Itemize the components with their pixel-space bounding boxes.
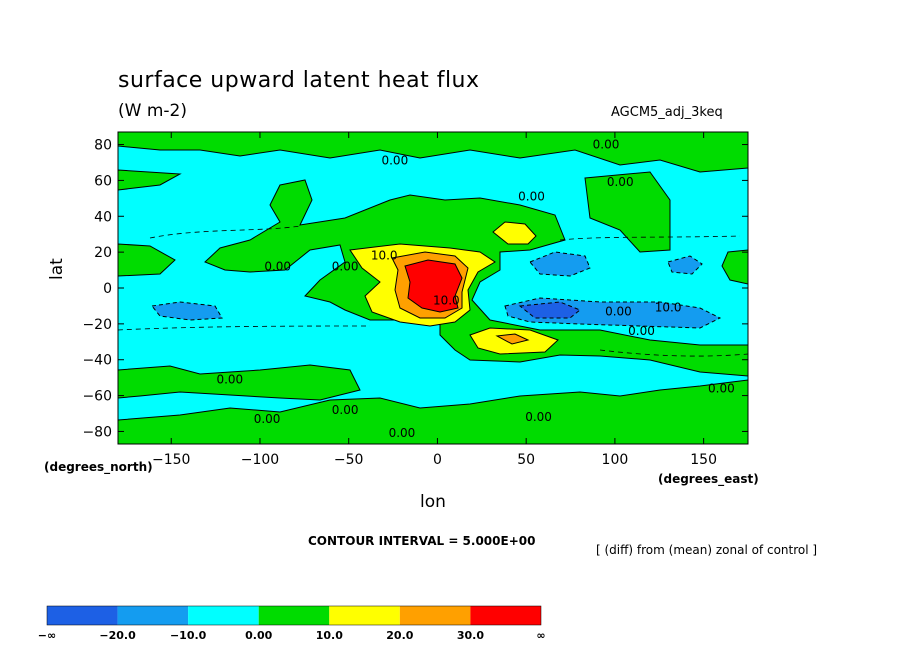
y-tick-label: −20 [82,317,112,333]
colorbar-swatch [470,606,541,625]
y-tick-label: 20 [94,245,112,261]
y-tick-label: 0 [103,281,112,297]
region-blue-east [667,255,703,275]
contour-dashed-south [118,325,371,331]
y-axis-units: (degrees_north) [44,460,153,474]
diff-note: [ (diff) from (mean) zonal of control ] [596,543,818,557]
contour-label: 0.00 [628,324,655,338]
experiment-name: AGCM5_adj_3keq [611,105,723,120]
contour-label: 0.00 [518,190,545,204]
region-green-midlat-band [204,179,748,377]
region-green-south-band [118,379,748,444]
y-tick-label: −40 [82,353,112,369]
contour-dashed-west [149,225,301,239]
colorbar-label: 20.0 [386,629,413,642]
contour-label: 0.00 [216,372,243,386]
x-tick-label: 150 [690,452,717,468]
region-yellow-northeast [492,221,537,245]
contour-label: 0.00 [389,426,416,440]
contour-field [118,132,748,444]
colorbar-swatch [47,606,118,625]
contour-label: 10.0 [655,301,682,315]
contour-label: 0.00 [332,259,359,273]
contour-label: 0.00 [254,412,281,426]
x-tick-label: −100 [241,452,279,468]
x-tick-label: 0 [433,452,442,468]
x-axis-label: lon [420,492,446,512]
colorbar-frame [46,605,542,626]
chart-units: (W m-2) [118,101,187,121]
x-tick-label: 100 [602,452,629,468]
contour-label: 0.00 [525,410,552,424]
contour-interval: CONTOUR INTERVAL = 5.000E+00 [308,534,536,548]
colorbar-swatch [329,606,400,625]
contour-label: 0.00 [607,175,634,189]
contour-label: 0.00 [264,259,291,273]
region-green-north [118,169,182,191]
x-axis-units: (degrees_east) [658,472,759,486]
contour-dashed-east-south [599,349,748,357]
region-darkblue-indian-ocean [518,301,581,319]
colorbar: −∞ −20.0 −10.0 0.00 10.0 20.0 30.0 ∞ [38,605,546,642]
contour-label: 0.00 [605,304,632,318]
region-green-west-south [118,364,361,401]
colorbar-label: ∞ [536,629,545,642]
y-tick-label: 80 [94,138,112,154]
contour-label: 0.00 [381,154,408,168]
contour-dashed-east [559,235,741,241]
axis-ticks: −150 −100 −50 0 50 100 150 80 60 40 20 0 −20 −40 −60 −8… [82,132,748,468]
colorbar-label: −10.0 [170,629,207,642]
region-green-east-equator [721,249,748,285]
colorbar-label: −∞ [38,629,56,642]
colorbar-swatch [399,606,471,625]
chart-title: surface upward latent heat flux [118,68,480,93]
colorbar-swatch [117,606,189,625]
contour-label: 10.0 [433,294,460,308]
contour-label: 10.0 [371,249,398,263]
colorbar-swatch [188,606,259,625]
y-tick-label: 60 [94,173,112,189]
contour-label: 0.00 [593,138,620,152]
x-tick-label: −150 [152,452,190,468]
region-green-east-north [584,171,671,253]
colorbar-label: −20.0 [99,629,136,642]
colorbar-label: 30.0 [457,629,484,642]
colorbar-label: 0.00 [245,629,272,642]
contour-label: 0.00 [708,381,735,395]
colorbar-swatch [258,606,330,625]
region-blue-arabian-sea [529,251,591,277]
region-green-arctic [118,132,748,173]
region-red-africa [404,259,463,313]
region-green-west [118,243,176,277]
y-tick-label: 40 [94,209,112,225]
region-orange-southeast [495,333,530,345]
y-tick-label: −60 [82,389,112,405]
x-tick-label: 50 [517,452,535,468]
x-tick-label: −50 [334,452,364,468]
contour-label: 0.00 [332,403,359,417]
colorbar-label: 10.0 [316,629,343,642]
y-tick-label: −80 [82,424,112,440]
region-blue-west-pacific [151,301,223,321]
